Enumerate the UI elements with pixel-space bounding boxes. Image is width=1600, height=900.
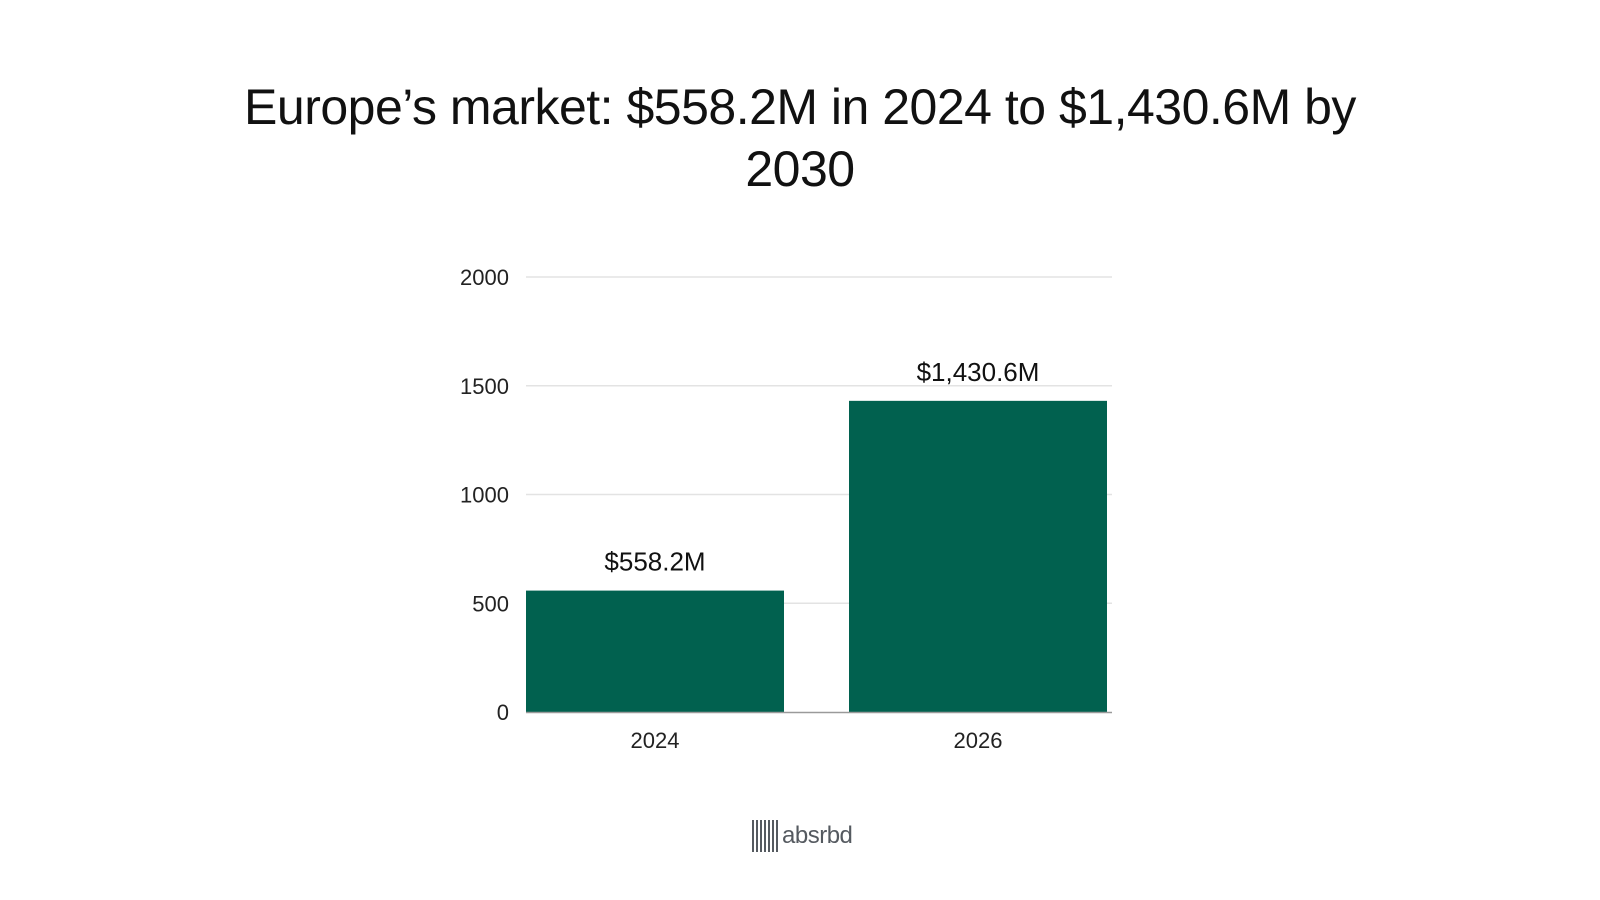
y-tick-label: 1000 xyxy=(460,483,509,508)
bar-2024 xyxy=(526,590,784,712)
brand-logo-text: absrbd xyxy=(782,822,853,849)
bar-2026 xyxy=(849,400,1107,712)
data-labels: $558.2M $1,430.6M xyxy=(604,357,1039,577)
y-tick-label: 1500 xyxy=(460,374,509,399)
data-label: $1,430.6M xyxy=(917,357,1040,387)
y-tick-label: 500 xyxy=(472,591,509,616)
x-axis-ticks: 2024 2026 xyxy=(631,728,1003,753)
y-axis-ticks: 0 500 1000 1500 2000 xyxy=(460,265,509,725)
y-tick-label: 0 xyxy=(497,700,509,725)
x-tick-label: 2026 xyxy=(954,728,1003,753)
bars xyxy=(526,400,1107,712)
y-tick-label: 2000 xyxy=(460,265,509,290)
brand-logo: absrbd xyxy=(752,820,853,852)
chart-title: Europe’s market: $558.2M in 2024 to $1,4… xyxy=(244,79,1356,197)
data-label: $558.2M xyxy=(604,547,705,577)
barcode-icon xyxy=(752,820,778,852)
x-tick-label: 2024 xyxy=(631,728,680,753)
